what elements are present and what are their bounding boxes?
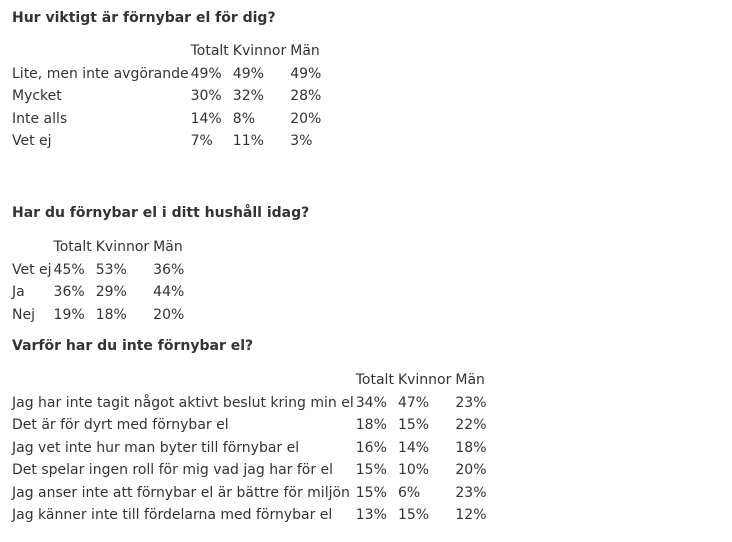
section-3-heading: Varför har du inte förnybar el? [12,338,254,354]
cell-man: 28% [290,88,322,104]
cell-man: 23% [455,394,487,411]
section-2-table: Totalt Kvinnor Män Vet ej 45% 53% 36% Ja… [12,236,187,326]
cell-kvinnor: 11% [232,133,264,149]
column-header-totalt: Totalt [355,372,394,388]
table-row: Inte alls 14% 8% 20% [12,108,324,131]
cell-totalt: 36% [53,284,85,300]
cell-kvinnor: 18% [95,306,127,323]
section-3-table: Totalt Kvinnor Män Jag har inte tagit nå… [12,369,489,527]
cell-man: 12% [455,507,487,523]
cell-man: 20% [153,306,185,323]
table-row: Lite, men inte avgörande 49% 49% 49% [12,63,324,86]
column-header-kvinnor: Kvinnor [95,239,150,255]
cell-totalt: 34% [355,394,387,411]
column-header-man: Män [290,43,320,59]
row-label: Jag känner inte till fördelarna med förn… [12,507,333,523]
column-header-man: Män [455,372,485,388]
cell-totalt: 45% [53,261,85,278]
table-row: Jag vet inte hur man byter till förnybar… [12,437,489,460]
table-row: Det är för dyrt med förnybar el 18% 15% … [12,414,489,437]
row-label: Det är för dyrt med förnybar el [12,417,229,433]
table-row: Det spelar ingen roll för mig vad jag ha… [12,459,489,482]
row-label: Nej [12,306,35,323]
column-header-label [12,40,191,63]
cell-man: 44% [153,284,185,300]
cell-kvinnor: 29% [95,284,127,300]
cell-man: 23% [455,484,487,501]
cell-totalt: 30% [190,88,222,104]
cell-man: 18% [455,439,487,456]
column-header-kvinnor: Kvinnor [232,43,287,59]
cell-totalt: 14% [190,110,222,127]
cell-kvinnor: 8% [232,110,256,127]
cell-man: 36% [153,261,185,278]
cell-kvinnor: 49% [232,65,264,82]
cell-kvinnor: 53% [95,261,127,278]
column-header-totalt: Totalt [53,239,92,255]
cell-totalt: 18% [355,417,387,433]
cell-man: 20% [455,462,487,478]
cell-man: 20% [290,110,322,127]
row-label: Mycket [12,88,62,104]
cell-kvinnor: 6% [397,484,421,501]
row-label: Jag vet inte hur man byter till förnybar… [12,439,300,456]
cell-kvinnor: 15% [397,507,430,523]
table-row: Vet ej 7% 11% 3% [12,130,324,153]
column-header-label [12,369,356,392]
cell-totalt: 15% [355,462,387,478]
column-header-kvinnor: Kvinnor [397,372,452,388]
row-label: Ja [12,284,25,300]
cell-kvinnor: 10% [397,462,430,478]
table-header-row: Totalt Kvinnor Män [12,40,324,63]
cell-totalt: 13% [355,507,387,523]
table-row: Vet ej 45% 53% 36% [12,259,187,282]
cell-man: 3% [290,133,313,149]
cell-totalt: 16% [355,439,387,456]
cell-kvinnor: 32% [232,88,264,104]
table-row: Nej 19% 18% 20% [12,304,187,327]
cell-kvinnor: 14% [397,439,430,456]
cell-totalt: 15% [355,484,387,501]
table-row: Jag anser inte att förnybar el är bättre… [12,482,489,505]
row-label: Jag har inte tagit något aktivt beslut k… [12,394,354,411]
cell-totalt: 49% [190,65,222,82]
row-label: Vet ej [12,133,52,149]
table-header-row: Totalt Kvinnor Män [12,236,187,259]
cell-man: 22% [455,417,487,433]
row-label: Det spelar ingen roll för mig vad jag ha… [12,462,334,478]
section-1-table: Totalt Kvinnor Män Lite, men inte avgöra… [12,40,324,153]
cell-man: 49% [290,65,322,82]
table-row: Mycket 30% 32% 28% [12,85,324,108]
row-label: Inte alls [12,110,68,127]
cell-totalt: 19% [53,306,85,323]
row-label: Vet ej [12,261,52,278]
table-row: Ja 36% 29% 44% [12,281,187,304]
table-row: Jag känner inte till fördelarna med förn… [12,504,489,527]
section-1-heading: Hur viktigt är förnybar el för dig? [12,10,276,26]
column-header-label [12,236,54,259]
table-row: Jag har inte tagit något aktivt beslut k… [12,392,489,415]
row-label: Jag anser inte att förnybar el är bättre… [12,484,350,501]
section-2-heading: Har du förnybar el i ditt hushåll idag? [12,205,310,221]
table-header-row: Totalt Kvinnor Män [12,369,489,392]
cell-kvinnor: 15% [397,417,430,433]
column-header-man: Män [153,239,183,255]
row-label: Lite, men inte avgörande [12,65,189,82]
cell-kvinnor: 47% [397,394,430,411]
cell-totalt: 7% [190,133,213,149]
column-header-totalt: Totalt [190,43,229,59]
